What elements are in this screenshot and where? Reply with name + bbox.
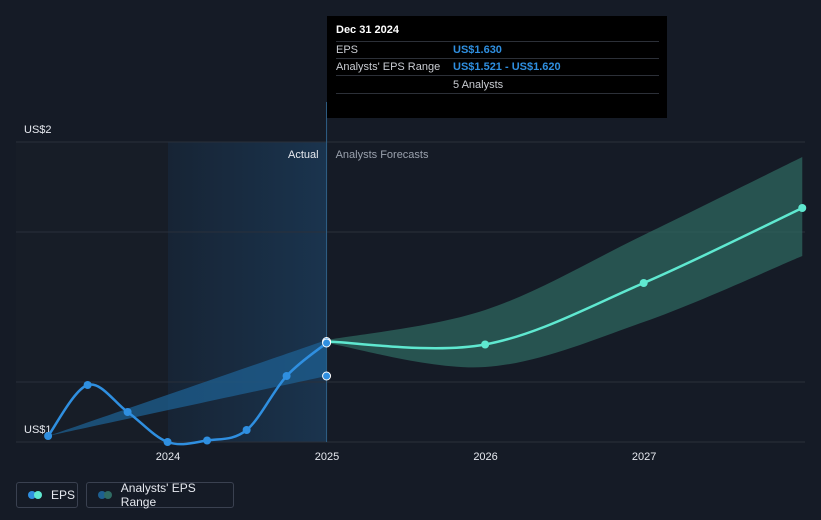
tooltip-eps-label: EPS xyxy=(336,44,359,56)
tooltip-row-eps: EPS US$1.630 xyxy=(336,41,659,58)
eps-line-forecast xyxy=(326,206,803,350)
x-tick-label: 2025 xyxy=(315,451,339,463)
eps-range-band-forecast xyxy=(326,157,803,368)
legend-range-button[interactable]: Analysts' EPS Range xyxy=(86,481,234,509)
past-region-shade xyxy=(16,142,168,442)
actual-label: Actual xyxy=(288,149,319,161)
tooltip-row-range: Analysts' EPS Range US$1.521 - US$1.620 xyxy=(336,58,659,75)
tooltip-range-value: US$1.521 - US$1.620 xyxy=(453,61,561,73)
highlight-point xyxy=(322,371,332,381)
tooltip-analysts-count: 5 Analysts xyxy=(453,78,504,91)
eps-point-actual xyxy=(163,438,172,446)
tooltip-date: Dec 31 2024 xyxy=(336,24,399,36)
eps-point-forecast xyxy=(639,279,648,287)
data-tooltip: Dec 31 2024 EPS US$1.630 Analysts' EPS R… xyxy=(327,16,667,118)
x-tick-label: 2024 xyxy=(156,451,180,463)
eps-point-actual xyxy=(282,372,291,380)
eps-chart: US$2 US$1 2024 2025 2026 2027 Actual Analysts F… xyxy=(16,102,807,463)
range-legend-icon xyxy=(98,491,114,499)
eps-point-actual xyxy=(242,426,251,434)
eps-legend-icon xyxy=(28,491,44,499)
eps-point-forecast xyxy=(798,204,807,212)
x-tick-label: 2027 xyxy=(632,451,656,463)
y-tick-label: US$2 xyxy=(24,124,52,136)
eps-point-actual xyxy=(123,408,132,416)
legend-range-label: Analysts' EPS Range xyxy=(120,481,196,509)
tooltip-row-analysts: 5 Analysts xyxy=(336,75,659,94)
eps-point-actual xyxy=(203,436,212,445)
eps-point-actual xyxy=(44,432,53,440)
tooltip-eps-value: US$1.630 xyxy=(453,44,502,56)
eps-point-actual xyxy=(83,381,92,389)
eps-point-forecast xyxy=(481,340,490,349)
forecast-label: Analysts Forecasts xyxy=(336,149,429,161)
tooltip-range-label: Analysts' EPS Range xyxy=(336,61,441,73)
legend-eps-label: EPS xyxy=(51,488,76,502)
legend-eps-button[interactable]: EPS xyxy=(16,482,78,508)
y-tick-label: US$1 xyxy=(24,424,52,436)
highlight-point xyxy=(322,338,332,348)
eps-range-band-actual xyxy=(48,340,327,436)
x-tick-label: 2026 xyxy=(473,451,497,463)
